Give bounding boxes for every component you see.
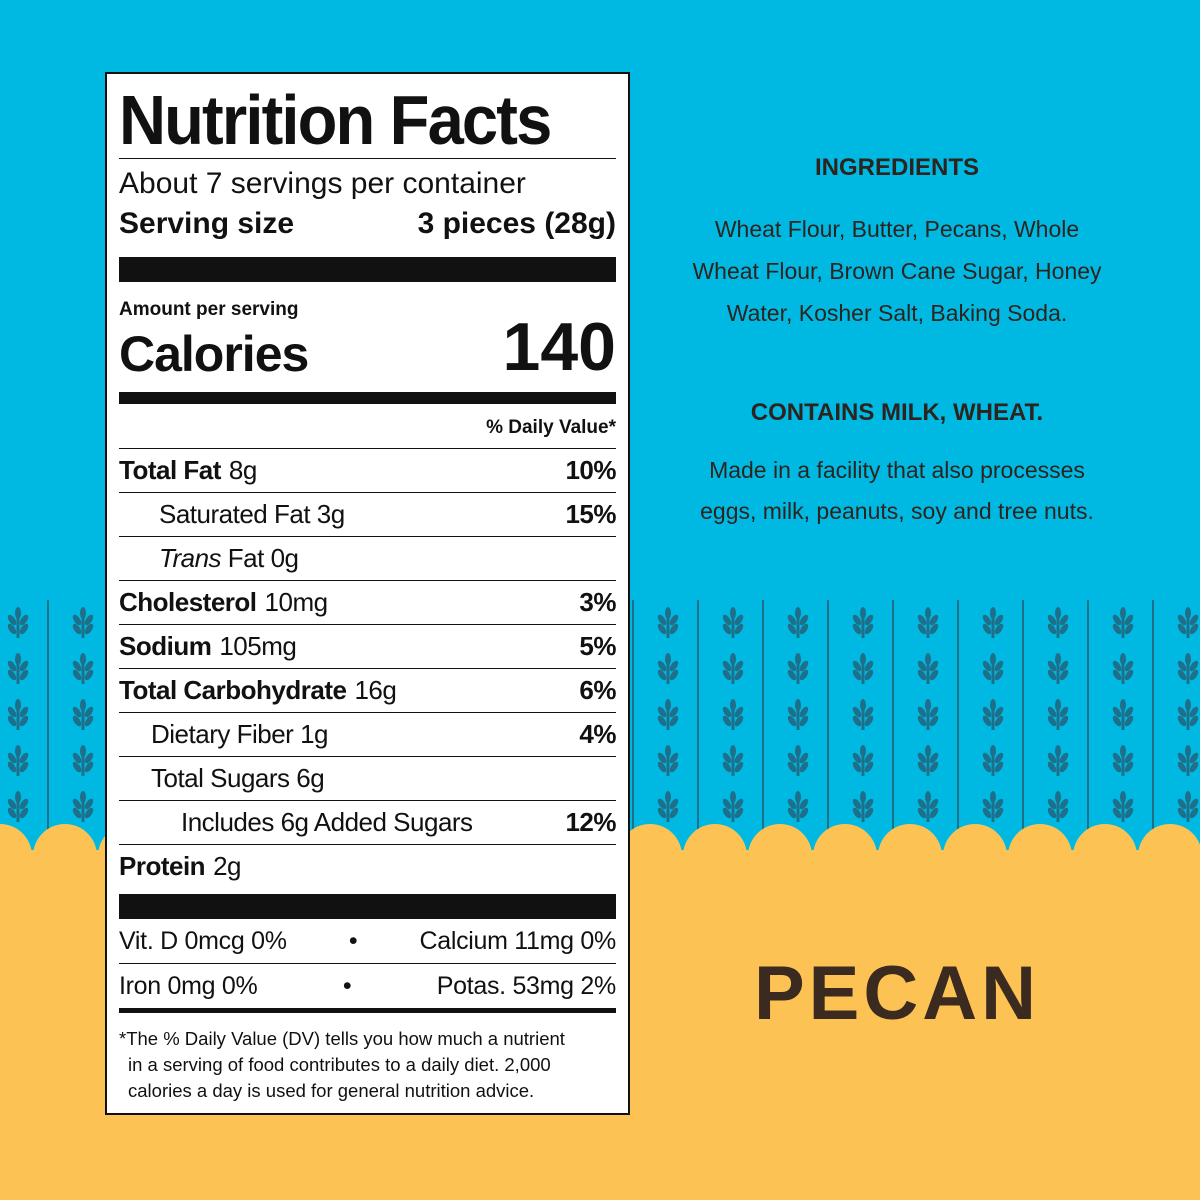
heading: INGREDIENTS xyxy=(814,154,979,181)
scallop xyxy=(1008,824,1072,888)
vitamins: Vit. D 0mcg 0% • Calcium 11mg 0% Iron 0mg … xyxy=(119,919,616,1013)
ingredients-line: Wheat Flour, Brown Cane Sugar, Honey xyxy=(692,258,1102,284)
heading: CONTAINS MILK, WHEAT. xyxy=(750,399,1044,426)
nutrient-dv: 5% xyxy=(579,631,616,661)
nutrient-dv: 15% xyxy=(565,499,616,529)
nutrient-row: Protein 2g xyxy=(119,845,616,888)
ingredients-line: Water, Kosher Salt, Baking Soda. xyxy=(726,300,1068,326)
servings: About 7 servings per container xyxy=(119,167,526,200)
medium-rule xyxy=(119,392,616,404)
nutrient-amount: 6g xyxy=(296,763,325,793)
scallop xyxy=(0,824,32,888)
nutrient-dv: 3% xyxy=(579,587,616,617)
scallop xyxy=(1073,824,1137,888)
serving-size-label: Serving size xyxy=(119,207,295,240)
thick-rule xyxy=(119,257,616,282)
vitamin: Vit. D 0mcg 0% xyxy=(119,926,287,955)
nutrient-dv: 6% xyxy=(579,675,616,705)
serving-size-value: 3 pieces (28g) xyxy=(417,207,616,240)
nutrient-name: Total Sugars xyxy=(151,763,290,793)
rule xyxy=(119,158,616,159)
ingredients-heading: INGREDIENTS xyxy=(600,154,1194,182)
nutrient-name: Protein xyxy=(119,851,206,881)
nutrient-amount: 10mg xyxy=(264,587,329,617)
footnote-line: *The % Daily Value (DV) tells you how mu… xyxy=(119,1028,565,1049)
separator: • xyxy=(348,926,358,955)
scallop xyxy=(33,824,97,888)
nutrient-amount: 3g xyxy=(316,499,345,529)
nutrient-name: Includes 6g Added Sugars xyxy=(181,807,473,837)
nutrient-name: Dietary Fiber xyxy=(151,719,294,749)
nutrient-name: Sodium xyxy=(119,631,212,661)
nutrition-label: Nutrition Facts About 7 servings per con… xyxy=(105,72,630,1115)
thick-rule xyxy=(119,894,616,919)
allergen-note: Made in a facility that also processes e… xyxy=(600,450,1194,532)
ingredients-list: Wheat Flour, Butter, Pecans, Whole Wheat… xyxy=(600,208,1194,334)
flavor: PECAN xyxy=(600,950,1194,1037)
nutrient-amount: 16g xyxy=(354,675,397,705)
scallop xyxy=(943,824,1007,888)
vitamin-row: Vit. D 0mcg 0% • Calcium 11mg 0% xyxy=(119,919,616,964)
scallop xyxy=(683,824,747,888)
vitamin: Calcium 11mg 0% xyxy=(419,926,616,955)
nutrient-name: Saturated Fat xyxy=(159,499,311,529)
nutrient-amount: 2g xyxy=(213,851,241,881)
allergen-heading: CONTAINS MILK, WHEAT. xyxy=(600,399,1194,427)
nutrient-row: Cholesterol 10mg 3% xyxy=(119,581,616,625)
flavor-name: PECAN xyxy=(753,951,1041,1036)
scallop xyxy=(618,824,682,888)
separator: • xyxy=(342,971,352,1000)
dv-header: % Daily Value* xyxy=(486,417,616,438)
scallop xyxy=(1138,824,1200,888)
label-title: Nutrition Facts xyxy=(119,81,552,159)
rule xyxy=(119,448,616,449)
nutrient-name: Fat xyxy=(227,543,265,573)
nutrient-name: Cholesterol xyxy=(119,587,257,617)
nutrient-rows: Total Fat 8g 10% Saturated Fat 3g 15% Trans… xyxy=(119,449,616,888)
nutrient-row: Includes 6g Added Sugars 12% xyxy=(119,801,616,845)
calories-row: Calories 140 xyxy=(119,309,616,385)
nutrient-name: Total Carbohydrate xyxy=(119,675,347,705)
nutrient-row: Sodium 105mg 5% xyxy=(119,625,616,669)
calories-label: Calories xyxy=(119,326,309,382)
serving-size: Serving size 3 pieces (28g) xyxy=(119,207,616,241)
nutrient-row: Total Sugars 6g xyxy=(119,757,616,801)
ingredients-line: Wheat Flour, Butter, Pecans, Whole xyxy=(714,216,1080,242)
nutrient-amount: 1g xyxy=(300,719,328,749)
footnote-line: in a serving of food contributes to a da… xyxy=(128,1054,551,1075)
scallop xyxy=(813,824,877,888)
scallop xyxy=(748,824,812,888)
amount-per-serving: Amount per serving xyxy=(119,299,299,320)
vitamin: Iron 0mg 0% xyxy=(119,971,258,1000)
nutrient-amount: 105mg xyxy=(219,631,297,661)
nutrient-amount: 0g xyxy=(270,543,299,573)
nutrient-amount: 8g xyxy=(228,455,257,485)
vitamin-row: Iron 0mg 0% • Potas. 53mg 2% xyxy=(119,964,616,1013)
nutrient-dv: 12% xyxy=(565,807,616,837)
footnote-line: calories a day is used for general nutri… xyxy=(128,1080,535,1101)
allergen-line: Made in a facility that also processes xyxy=(709,457,1085,483)
footnote: *The % Daily Value (DV) tells you how mu… xyxy=(119,1026,616,1104)
nutrient-row: Dietary Fiber 1g 4% xyxy=(119,713,616,757)
nutrient-name: Total Fat xyxy=(119,455,221,485)
nutrient-row: Total Carbohydrate 16g 6% xyxy=(119,669,616,713)
nutrient-dv: 4% xyxy=(579,719,616,749)
nutrient-row: Trans Fat 0g xyxy=(119,537,616,581)
vitamin: Potas. 53mg 2% xyxy=(436,971,617,1000)
nutrient-row: Saturated Fat 3g 15% xyxy=(119,493,616,537)
calories-value: 140 xyxy=(502,309,616,385)
nutrient-dv: 10% xyxy=(565,455,616,485)
nutrient-row: Total Fat 8g 10% xyxy=(119,449,616,493)
scallop xyxy=(878,824,942,888)
allergen-line: eggs, milk, peanuts, soy and tree nuts. xyxy=(700,498,1094,524)
nutrient-name-italic: Trans xyxy=(159,543,222,573)
